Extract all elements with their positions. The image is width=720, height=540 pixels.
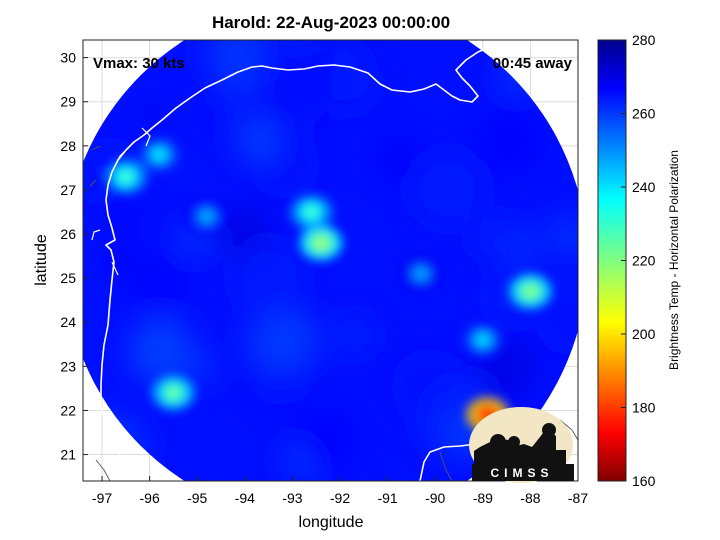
texture-blob: [408, 150, 486, 227]
colorbar-ticks: 160 180 200 220 240 260 280: [621, 32, 656, 489]
map-axes: -97 -96 -95 -94 -93 -92 -91 -90 -89 -88 -87 21 22 23…: [60, 39, 588, 506]
x-tick-label: -93: [282, 490, 302, 506]
x-tick-label: -97: [92, 490, 112, 506]
x-tick-label: -94: [235, 490, 255, 506]
x-tick-label: -88: [520, 490, 540, 506]
colorbar-tick-label: 240: [632, 179, 656, 195]
y-tick-label: 29: [60, 94, 76, 110]
feature-core: [477, 334, 489, 346]
vmax-annotation: Vmax: 30 kts: [93, 55, 185, 72]
y-ticks: 21 22 23 24 25 26 27 28 29 30: [60, 50, 88, 463]
y-tick-label: 27: [60, 182, 76, 198]
texture-blob: [470, 212, 522, 264]
lake-outlines: [89, 145, 578, 481]
texture-blob: [232, 240, 308, 316]
texture-blob: [548, 216, 578, 257]
colorbar-label: Brightness Temp - Horizontal Polarizatio…: [667, 150, 681, 370]
texture-blob: [135, 259, 190, 314]
texture-blob: [333, 314, 377, 357]
swath-features: [104, 137, 552, 433]
cimss-logo-text: CIMSS: [490, 466, 553, 480]
x-axis-label: longitude: [299, 514, 364, 531]
texture-blob: [297, 407, 361, 471]
feature-core: [315, 237, 327, 249]
feature-core: [201, 211, 213, 222]
y-tick-label: 21: [60, 447, 76, 463]
y-tick-label: 24: [60, 314, 76, 330]
feature-core: [167, 387, 180, 399]
offswath-coastlines: [89, 145, 578, 481]
colorbar-tick-label: 280: [632, 32, 656, 48]
feature-core: [524, 286, 537, 297]
x-tick-label: -96: [140, 490, 160, 506]
x-tick-label: -91: [377, 490, 397, 506]
feature-core: [305, 206, 318, 218]
y-tick-label: 25: [60, 270, 76, 286]
x-tick-label: -87: [568, 490, 588, 506]
texture-blob: [475, 105, 547, 177]
x-tick-label: -90: [425, 490, 445, 506]
texture-blob: [128, 319, 193, 384]
texture-blob: [102, 239, 143, 280]
x-tick-label: -92: [330, 490, 350, 506]
y-tick-label: 23: [60, 358, 76, 374]
colorbar-tick-label: 180: [632, 400, 656, 416]
brightness-swath: [83, 40, 578, 481]
y-axis-label: latitude: [33, 234, 50, 286]
colorbar: 160 180 200 220 240 260 280 Brightness Temp - …: [597, 32, 681, 489]
colorbar-tick-label: 200: [632, 326, 656, 342]
y-tick-label: 30: [60, 50, 76, 66]
texture-blob: [183, 349, 219, 385]
texture-blob: [374, 134, 422, 182]
texture-blob: [110, 200, 145, 235]
texture-blob: [237, 119, 281, 163]
texture-blob: [138, 98, 166, 127]
colorbar-tick-label: 260: [632, 106, 656, 122]
texture-blob: [254, 55, 329, 131]
time-offset-annotation: 00:45 away: [493, 55, 573, 72]
x-tick-label: -89: [473, 490, 493, 506]
colorbar-tick-label: 220: [632, 253, 656, 269]
texas-coastline: [100, 40, 578, 481]
feature-core: [120, 171, 132, 183]
y-tick-label: 22: [60, 402, 76, 418]
feature-core: [415, 268, 427, 280]
texture-blob: [391, 348, 468, 425]
feature-core: [153, 149, 165, 160]
inner-coastline: [91, 127, 151, 276]
axes-frame: [82, 39, 579, 482]
y-tick-label: 26: [60, 226, 76, 242]
y-tick-label: 28: [60, 138, 76, 154]
colorbar-tick-label: 160: [632, 473, 656, 489]
texture-blob: [534, 283, 578, 356]
chart-title: Harold: 22-Aug-2023 00:00:00: [212, 13, 450, 32]
cimss-logo: CIMSS: [469, 407, 574, 483]
x-tick-label: -95: [187, 490, 207, 506]
texture-blob: [244, 308, 311, 375]
